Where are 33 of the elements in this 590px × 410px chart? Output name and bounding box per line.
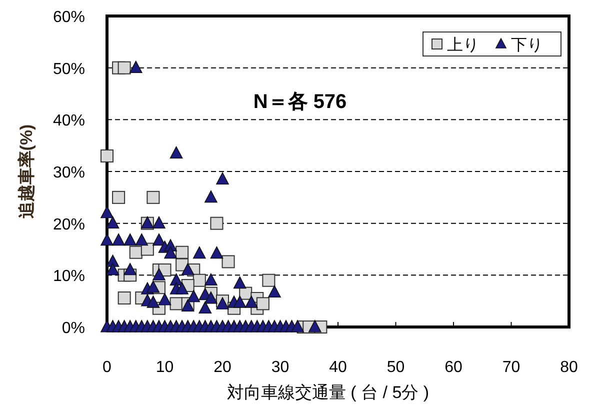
annotation: N＝各 576	[253, 91, 347, 113]
point	[100, 149, 114, 162]
x-tick-label: 0	[102, 359, 112, 376]
x-axis-title: 対向車線交通量 ( 台 / 5分 )	[226, 383, 430, 402]
y-tick-label: 60%	[52, 9, 85, 26]
y-tick-label: 20%	[52, 216, 85, 234]
legend-label: 上り	[447, 36, 479, 54]
point	[262, 274, 276, 287]
x-tick-label: 70	[502, 359, 520, 376]
point	[210, 216, 224, 230]
point	[118, 291, 131, 304]
legend-label: 下り	[511, 37, 543, 54]
y-tick-label: 0%	[62, 320, 85, 337]
point	[176, 246, 189, 259]
point	[118, 61, 131, 74]
y-tick-label: 50%	[52, 60, 85, 78]
point	[146, 190, 160, 204]
y-tick-label: 10%	[52, 268, 85, 286]
point	[222, 255, 235, 268]
x-tick-label: 40	[329, 359, 347, 376]
x-tick-label: 30	[271, 359, 290, 376]
y-tick-label: 40%	[52, 112, 85, 130]
y-axis-title: 追越車率(%)	[17, 124, 36, 220]
x-tick-label: 80	[560, 359, 578, 376]
point	[112, 190, 126, 204]
point	[129, 246, 142, 259]
y-tick-label: 30%	[52, 164, 85, 182]
point	[192, 274, 206, 287]
x-tick-label: 60	[444, 359, 462, 376]
x-tick-label: 20	[214, 359, 232, 376]
x-tick-label: 10	[156, 359, 174, 376]
point	[256, 297, 270, 310]
x-tick-label: 50	[386, 359, 405, 376]
